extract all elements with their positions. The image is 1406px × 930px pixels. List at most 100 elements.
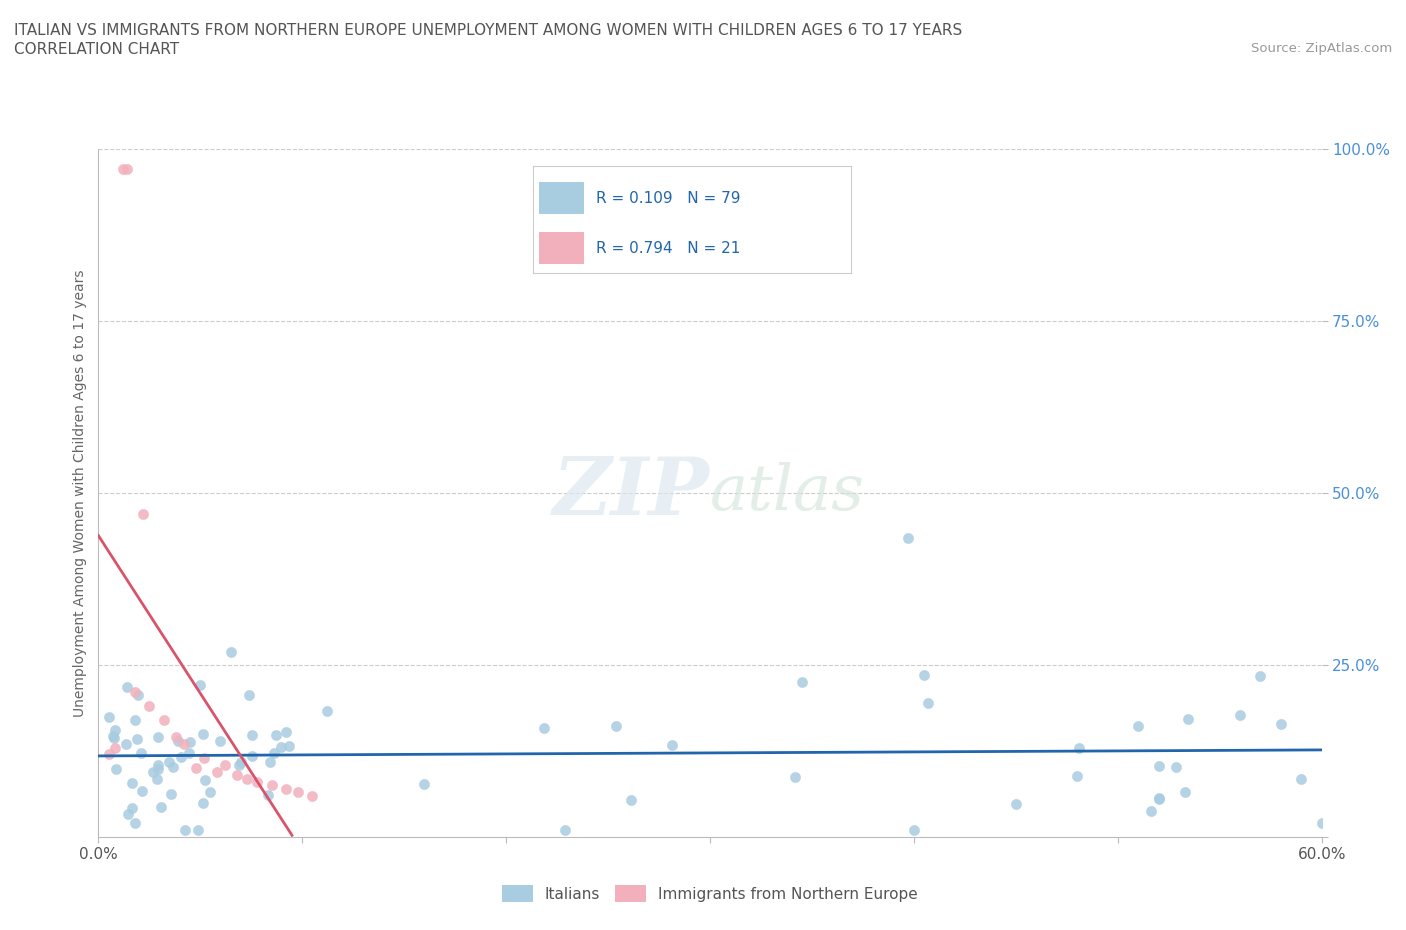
Point [287, 785, 309, 800]
Point [127, 687, 149, 702]
Point [146, 761, 169, 776]
Point [131, 784, 153, 799]
Point [1147, 791, 1170, 806]
Point [157, 755, 180, 770]
Legend: Italians, Immigrants from Northern Europe: Italians, Immigrants from Northern Europ… [496, 879, 924, 909]
Point [104, 762, 127, 777]
Point [1177, 711, 1199, 726]
Point [146, 729, 169, 744]
Point [226, 767, 249, 782]
Point [1291, 771, 1313, 786]
Point [193, 751, 215, 765]
Point [1270, 717, 1292, 732]
Point [214, 757, 236, 772]
Point [229, 754, 252, 769]
Point [97, 710, 120, 724]
Point [121, 801, 143, 816]
Point [209, 734, 232, 749]
Point [790, 675, 813, 690]
Point [219, 644, 242, 659]
Point [124, 816, 146, 830]
Point [236, 771, 259, 786]
Point [266, 727, 288, 742]
Point [1249, 669, 1271, 684]
Point [619, 792, 641, 807]
Point [127, 732, 149, 747]
Point [101, 729, 124, 744]
Text: Source: ZipAtlas.com: Source: ZipAtlas.com [1251, 42, 1392, 55]
Point [1126, 718, 1149, 733]
Point [278, 739, 301, 754]
Point [260, 777, 283, 792]
Point [1067, 741, 1090, 756]
Point [301, 789, 323, 804]
Point [1174, 785, 1197, 800]
Point [917, 696, 939, 711]
Point [246, 775, 269, 790]
Point [169, 750, 191, 764]
Text: ITALIAN VS IMMIGRANTS FROM NORTHERN EUROPE UNEMPLOYMENT AMONG WOMEN WITH CHILDRE: ITALIAN VS IMMIGRANTS FROM NORTHERN EURO… [14, 23, 962, 38]
Point [1066, 768, 1088, 783]
Point [186, 761, 208, 776]
Point [1004, 796, 1026, 811]
Y-axis label: Unemployment Among Women with Children Ages 6 to 17 years: Unemployment Among Women with Children A… [73, 269, 87, 717]
Point [897, 530, 920, 545]
Point [104, 740, 127, 755]
Text: atlas: atlas [710, 462, 865, 524]
Point [1229, 708, 1251, 723]
Point [259, 754, 281, 769]
Point [167, 734, 190, 749]
Point [238, 688, 260, 703]
Point [316, 703, 339, 718]
Point [661, 737, 683, 752]
Point [165, 730, 187, 745]
Text: CORRELATION CHART: CORRELATION CHART [14, 42, 179, 57]
Point [263, 745, 285, 760]
Point [162, 760, 184, 775]
Point [198, 784, 221, 799]
Point [124, 685, 146, 700]
Point [146, 758, 169, 773]
Point [193, 726, 215, 741]
Point [903, 823, 925, 838]
Point [912, 668, 935, 683]
Point [124, 712, 146, 727]
Text: ZIP: ZIP [553, 454, 710, 532]
Point [240, 749, 263, 764]
Point [1310, 816, 1333, 830]
Point [138, 698, 160, 713]
Point [191, 796, 214, 811]
Point [783, 770, 806, 785]
Point [240, 727, 263, 742]
Point [605, 718, 627, 733]
Point [274, 781, 297, 796]
Point [115, 162, 138, 177]
Point [173, 737, 195, 751]
Point [257, 788, 280, 803]
Point [152, 712, 174, 727]
Point [104, 723, 127, 737]
Point [115, 679, 138, 694]
Point [121, 775, 143, 790]
Point [142, 764, 165, 779]
Point [132, 506, 155, 521]
Point [103, 730, 125, 745]
Point [1140, 804, 1163, 818]
Point [194, 773, 217, 788]
Point [228, 757, 250, 772]
Point [149, 799, 172, 814]
Point [187, 823, 209, 838]
Point [554, 823, 576, 838]
Point [146, 771, 169, 786]
Point [129, 745, 152, 760]
Point [97, 747, 120, 762]
Point [115, 737, 138, 751]
Point [111, 162, 134, 177]
Point [179, 735, 201, 750]
Point [1164, 760, 1187, 775]
Point [188, 678, 211, 693]
Point [117, 806, 139, 821]
Point [205, 764, 228, 779]
Point [1147, 790, 1170, 805]
Point [160, 786, 183, 801]
